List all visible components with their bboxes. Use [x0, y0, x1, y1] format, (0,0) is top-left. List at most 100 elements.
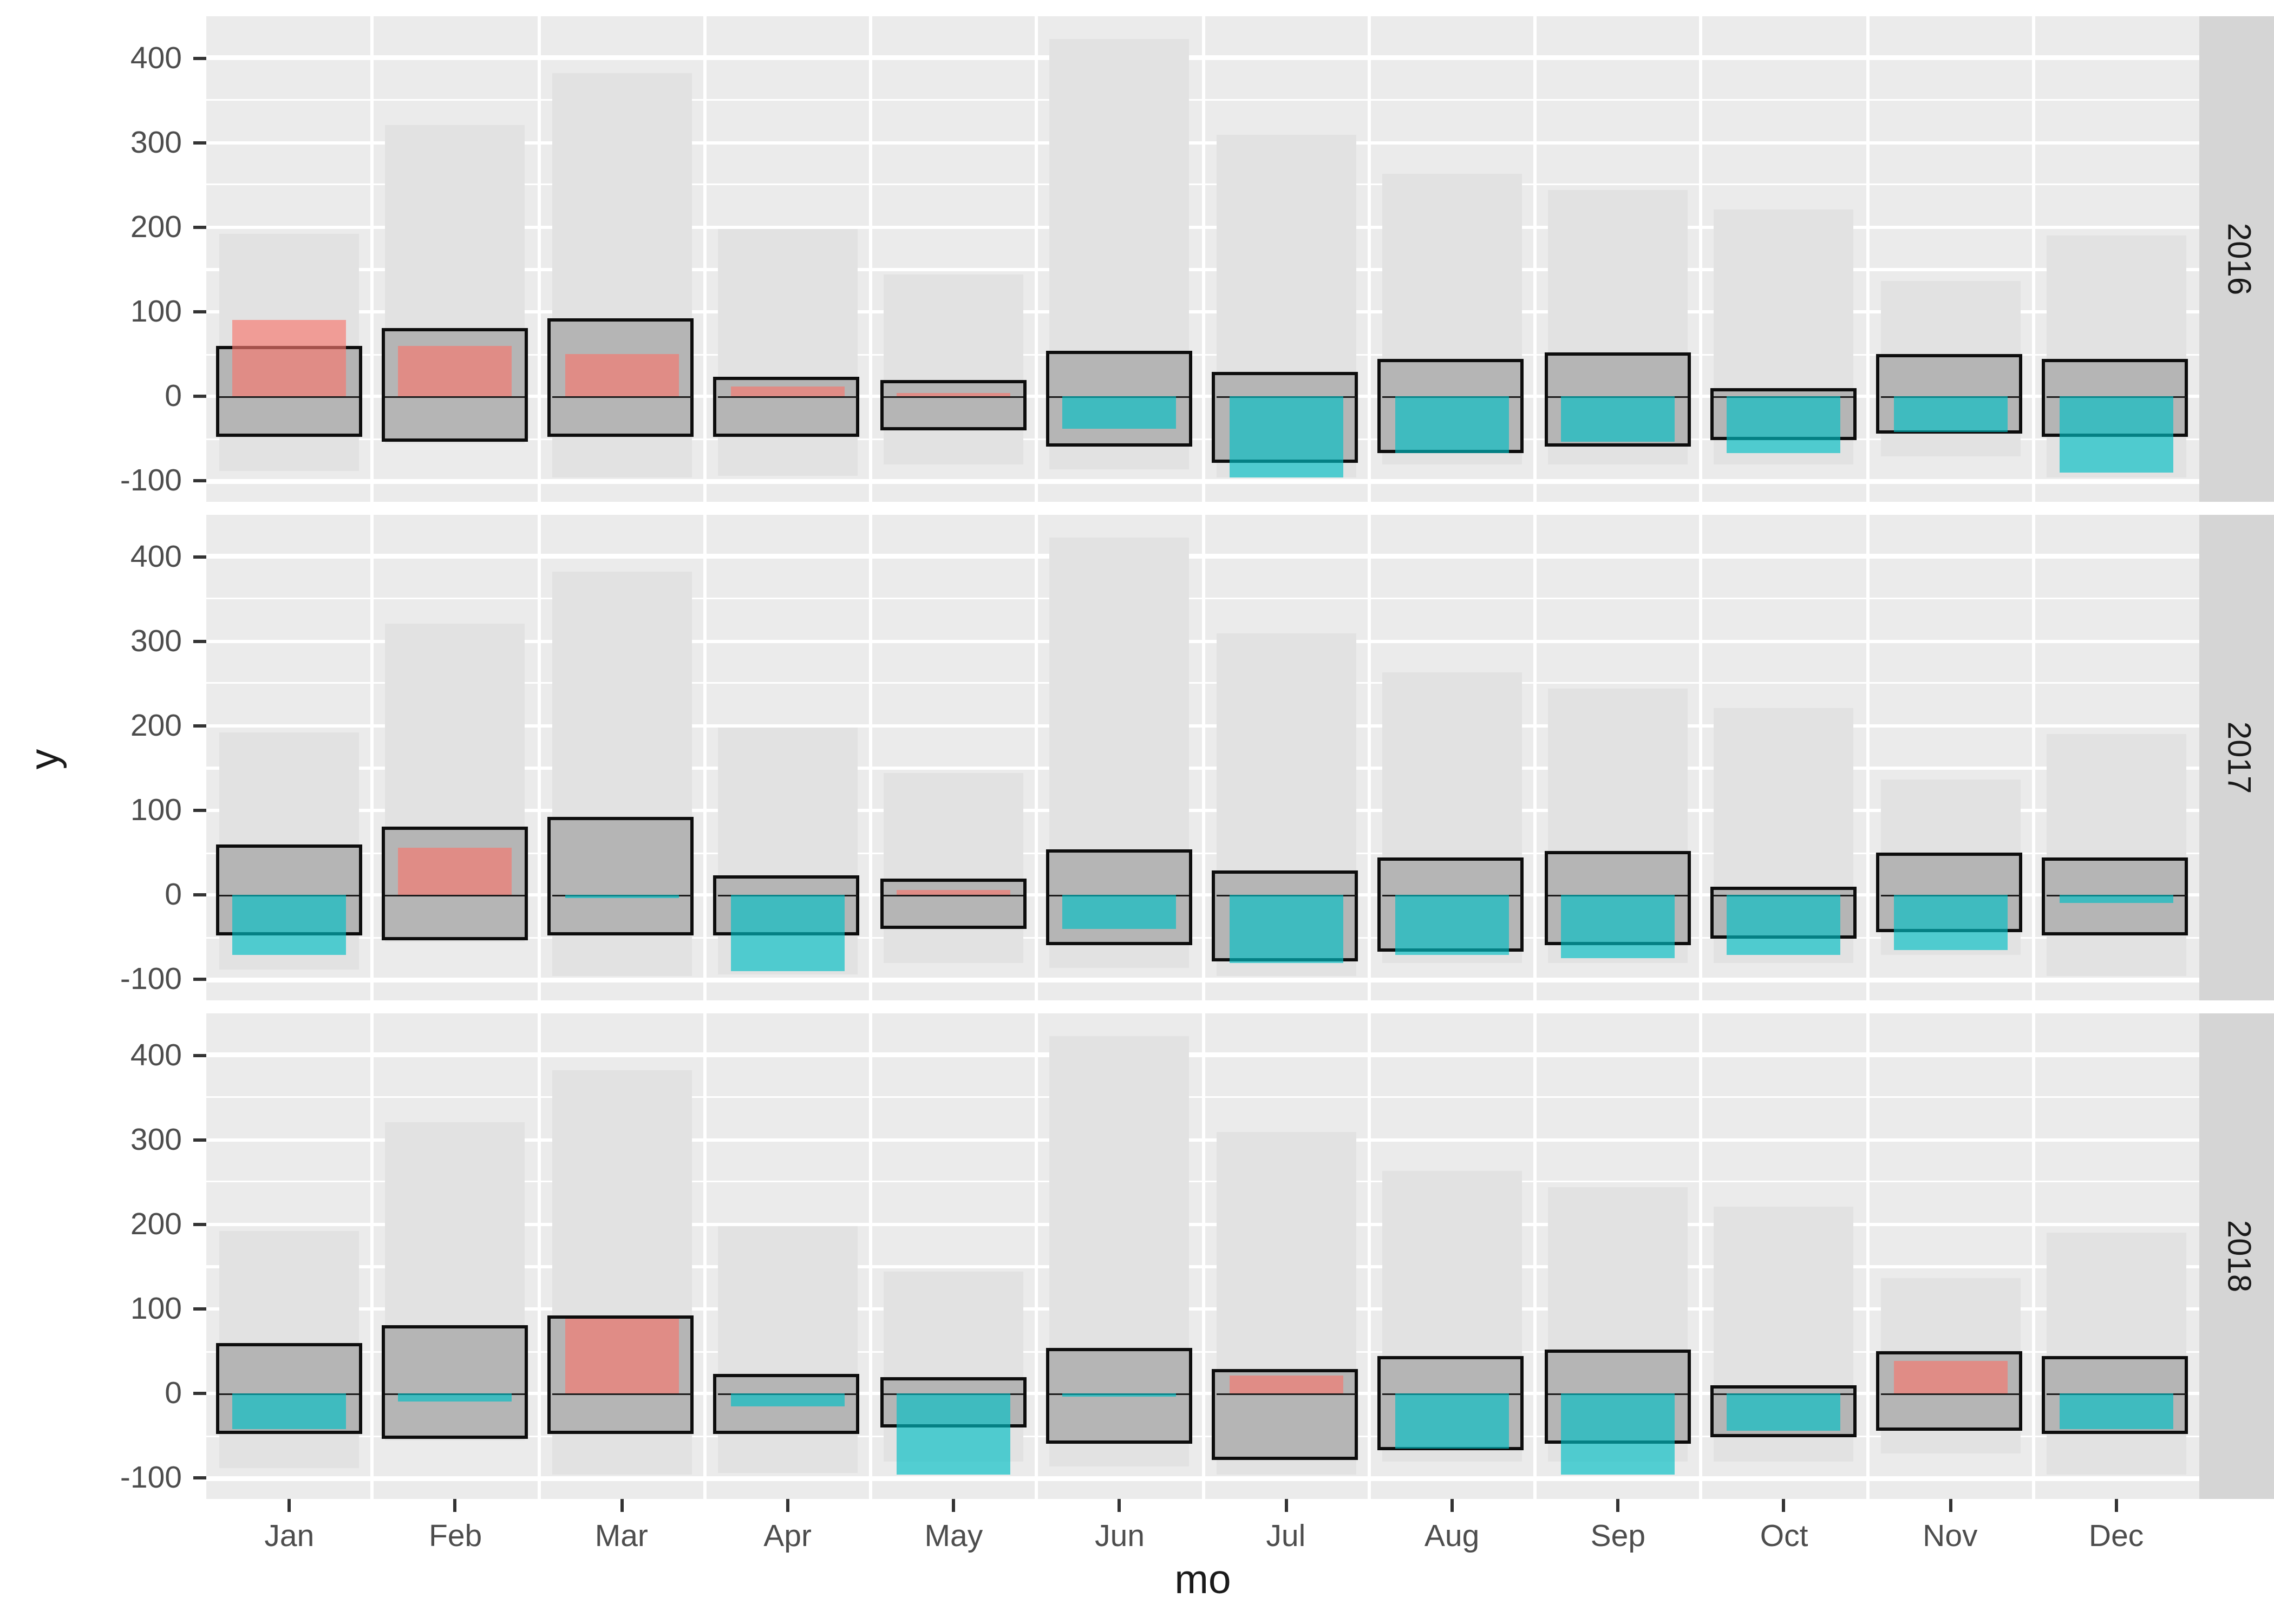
y-tick-label: 400 [130, 41, 182, 76]
y-tick-label: 200 [130, 211, 182, 245]
value-bar-2017-Aug [1395, 895, 1509, 955]
zero-line-2016-May [884, 396, 1024, 399]
y-tick-label: 100 [130, 1293, 182, 1327]
gridline-vertical [1865, 16, 1869, 502]
gridline-vertical [703, 16, 707, 502]
y-tick-mark [193, 809, 206, 813]
value-bar-2017-Feb [398, 847, 513, 895]
value-bar-2016-Apr [730, 387, 845, 397]
gridline-vertical [537, 515, 540, 1000]
y-tick-label: 300 [130, 1123, 182, 1158]
x-tick-mark [786, 1499, 789, 1512]
normal-range-box-2017-May [879, 878, 1026, 928]
zero-line-2016-Jan [219, 396, 360, 399]
value-bar-2016-Jul [1229, 396, 1343, 477]
gridline-vertical [370, 515, 374, 1000]
y-tick-label: -100 [120, 1462, 182, 1497]
x-tick-mark [1948, 1499, 1952, 1512]
x-tick-label: Apr [763, 1520, 812, 1554]
value-bar-2017-Jul [1229, 895, 1343, 964]
zero-line-2018-Mar [551, 1393, 691, 1396]
x-tick-mark [2114, 1499, 2118, 1512]
value-bar-2018-Feb [398, 1393, 513, 1403]
x-tick-label: Aug [1424, 1520, 1480, 1554]
x-tick-label: Mar [594, 1520, 648, 1554]
normal-range-box-2016-May [879, 379, 1026, 430]
y-tick-label: 300 [130, 126, 182, 161]
facet-strip-label-2017: 2017 [2219, 721, 2256, 794]
zero-line-2016-Apr [717, 396, 858, 399]
value-bar-2016-Nov [1893, 396, 2007, 433]
gridline-vertical [869, 515, 872, 1000]
gridline-vertical [370, 16, 374, 502]
facet-strip-label-2018: 2018 [2219, 1220, 2256, 1293]
y-tick-mark [193, 141, 206, 145]
gridline-vertical [703, 1013, 707, 1499]
value-bar-2018-Nov [1893, 1361, 2007, 1394]
y-tick-mark [193, 1477, 206, 1481]
value-bar-2016-Aug [1395, 396, 1509, 454]
x-tick-label: Jun [1095, 1520, 1145, 1554]
x-tick-mark [1284, 1499, 1288, 1512]
y-tick-mark [193, 56, 206, 60]
y-tick-mark [193, 395, 206, 398]
y-tick-mark [193, 893, 206, 897]
value-bar-2017-Nov [1893, 895, 2007, 951]
gridline-vertical [1699, 16, 1703, 502]
value-bar-2018-Dec [2059, 1393, 2173, 1430]
y-tick-label: -100 [120, 465, 182, 500]
y-tick-label: -100 [120, 964, 182, 998]
value-bar-2018-Jun [1063, 1393, 1177, 1397]
x-tick-label: Feb [429, 1520, 482, 1554]
x-tick-mark [619, 1499, 623, 1512]
gridline-vertical [1367, 1013, 1371, 1499]
value-bar-2017-Oct [1727, 895, 1841, 955]
value-bar-2016-May [897, 392, 1011, 397]
facet-strip-2016: 2016 [2199, 16, 2274, 502]
normal-range-box-2018-Feb [381, 1325, 528, 1439]
panel-2017 [206, 515, 2199, 1000]
gridline-vertical [370, 1013, 374, 1499]
value-bar-2016-Jun [1063, 396, 1177, 429]
y-tick-mark [193, 724, 206, 728]
gridline-vertical [1533, 16, 1537, 502]
gridline-vertical [1865, 515, 1869, 1000]
gridline-vertical [2031, 16, 2035, 502]
x-tick-mark [1616, 1499, 1620, 1512]
normal-range-box-2017-Mar [547, 816, 694, 935]
y-tick-mark [193, 480, 206, 483]
gridline-vertical [1035, 16, 1038, 502]
y-tick-label: 300 [130, 625, 182, 659]
y-tick-label: 100 [130, 296, 182, 330]
x-tick-mark [1782, 1499, 1786, 1512]
gridline-vertical [1367, 515, 1371, 1000]
gridline-vertical [1201, 1013, 1205, 1499]
value-bar-2018-Jul [1229, 1375, 1343, 1394]
value-bar-2018-May [897, 1393, 1011, 1475]
value-bar-2016-Sep [1561, 396, 1675, 443]
facet-strip-2017: 2017 [2199, 515, 2274, 1000]
panel-2018 [206, 1013, 2199, 1499]
value-bar-2017-Jun [1063, 895, 1177, 929]
value-bar-2018-Mar [564, 1319, 678, 1394]
x-tick-label: Jul [1266, 1520, 1306, 1554]
x-tick-label: Oct [1760, 1520, 1808, 1554]
gridline-vertical [537, 16, 540, 502]
y-tick-mark [193, 1222, 206, 1226]
value-bar-2018-Oct [1727, 1393, 1841, 1431]
x-tick-label: Sep [1590, 1520, 1646, 1554]
y-tick-mark [193, 1053, 206, 1057]
y-tick-mark [193, 225, 206, 229]
gridline-vertical [1035, 515, 1038, 1000]
value-bar-2018-Apr [730, 1393, 845, 1407]
value-bar-2017-Mar [564, 895, 678, 898]
y-tick-label: 0 [165, 879, 182, 913]
y-tick-mark [193, 978, 206, 982]
value-bar-2017-Jan [232, 895, 347, 955]
y-tick-label: 0 [165, 1377, 182, 1412]
facet-strip-2018: 2018 [2199, 1013, 2274, 1499]
value-bar-2016-Mar [564, 354, 678, 397]
value-bar-2017-Dec [2059, 895, 2173, 904]
zero-line-2017-May [884, 895, 1024, 898]
